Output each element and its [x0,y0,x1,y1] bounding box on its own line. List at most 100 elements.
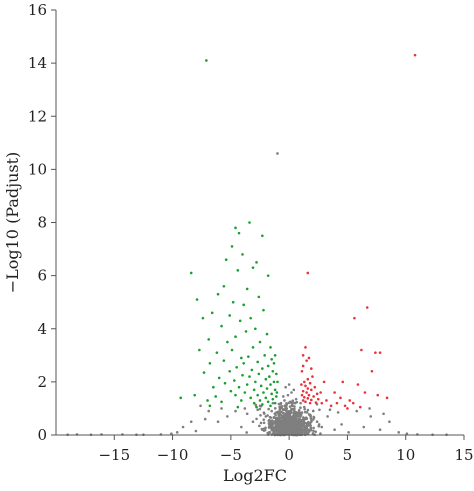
down-point [240,399,243,402]
down-point [208,404,212,408]
ns-point [199,404,202,408]
ns-point [280,421,284,425]
down-point [273,354,277,357]
ns-point [299,415,302,418]
down-point [208,361,212,365]
up-point [346,407,349,410]
ns-point [258,407,262,411]
ns-point [207,409,211,413]
down-point [224,258,228,261]
down-point [242,361,245,365]
down-point [255,261,258,264]
ns-point [291,399,295,402]
down-point [214,395,218,398]
ns-point [234,409,237,413]
ns-point [298,412,301,416]
down-point [238,319,242,323]
up-point [339,396,342,400]
ns-point [245,431,248,434]
ns-point [378,428,382,431]
up-point [358,405,362,409]
down-point [241,253,244,256]
ns-point [220,407,223,410]
ns-point [312,429,315,433]
ns-point [271,425,274,428]
down-point [220,324,223,328]
down-point [276,380,279,384]
y-tick-label: 2 [37,373,47,391]
down-point [234,226,237,230]
down-point [229,389,233,393]
down-point [235,365,238,369]
ns-point [303,407,307,411]
ns-point [285,401,288,405]
ns-point [278,418,281,421]
up-point [385,396,389,400]
ns-point [272,416,276,420]
up-point [313,385,317,389]
up-point [307,356,311,360]
series-not-significant [66,152,448,437]
x-tick-label: −5 [220,446,242,464]
ns-point [314,430,318,434]
series-down-regulated [179,59,279,409]
ns-point [255,417,258,421]
ns-point [289,411,293,415]
up-point [319,391,322,394]
up-point [356,383,360,386]
ns-point [266,414,269,417]
down-point [226,340,229,344]
y-tick-label: 10 [28,160,47,178]
down-point [207,338,211,341]
ns-point [304,416,308,419]
up-point [307,393,311,397]
ns-point [292,424,296,427]
ns-point [293,407,296,411]
ns-point [286,416,290,420]
down-point [259,384,263,388]
y-tick-label: 16 [28,1,47,19]
ns-point [300,411,304,414]
down-point [242,303,245,307]
down-point [237,385,241,389]
down-point [210,311,214,315]
ns-point [276,421,280,425]
ns-point [256,408,259,412]
down-point [205,59,208,62]
down-point [270,357,273,361]
down-point [248,221,251,224]
ns-point [284,414,287,417]
ns-point [368,407,371,410]
down-point [263,354,266,357]
ns-point [276,152,279,155]
ns-point [306,422,310,425]
up-point [300,393,304,397]
ns-point [267,407,270,411]
ns-point [305,428,309,432]
ns-point [294,397,298,401]
down-point [257,295,261,299]
up-point [363,391,367,394]
down-point [217,376,221,380]
up-point [378,351,382,354]
ns-point [311,409,315,413]
ns-point [284,425,287,429]
y-tick-label: 6 [37,267,47,285]
ns-point [189,420,193,424]
down-point [248,375,251,378]
ns-point [281,408,285,411]
down-point [266,364,270,368]
y-tick-label: 8 [37,214,47,232]
up-point [309,388,313,392]
up-point [304,400,307,404]
down-point [273,401,277,405]
down-point [275,372,278,376]
ns-point [296,415,300,418]
up-point [343,404,347,408]
ns-point [311,432,315,435]
ns-point [258,424,261,428]
ns-point [274,424,277,428]
ns-point [295,429,298,433]
down-point [220,400,223,404]
